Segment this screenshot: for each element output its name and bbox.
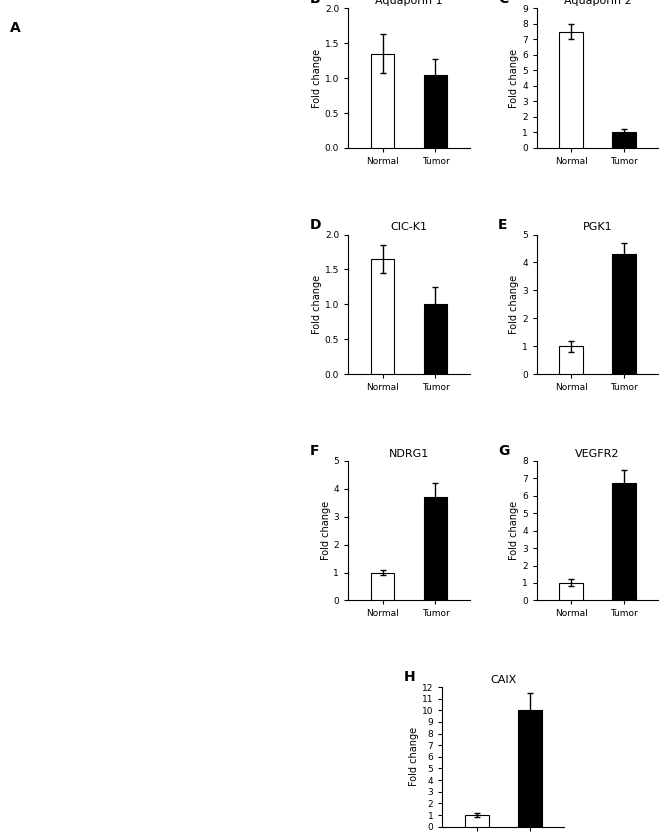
Y-axis label: Fold change: Fold change [312,275,322,334]
Bar [612,483,636,600]
Text: A: A [10,21,21,34]
Y-axis label: Fold change: Fold change [312,48,322,108]
Bar [559,32,583,148]
Text: H: H [404,671,415,684]
Bar [424,497,448,600]
Bar [559,347,583,374]
Text: F: F [309,444,319,458]
Text: C: C [498,0,508,6]
Bar [424,74,448,148]
Y-axis label: Fold change: Fold change [509,48,519,108]
Text: G: G [498,444,509,458]
Bar [559,583,583,600]
Title: VEGFR2: VEGFR2 [575,448,620,458]
Title: PGK1: PGK1 [583,222,612,232]
Title: NDRG1: NDRG1 [389,448,429,458]
Title: CIC-K1: CIC-K1 [390,222,428,232]
Bar [370,259,394,374]
Title: Aquaporin 1: Aquaporin 1 [375,0,443,6]
Bar [424,305,448,374]
Bar [370,573,394,600]
Text: B: B [309,0,320,6]
Bar [612,254,636,374]
Y-axis label: Fold change: Fold change [409,727,419,787]
Bar [518,711,541,827]
Y-axis label: Fold change: Fold change [509,275,519,334]
Bar [465,815,489,827]
Y-axis label: Fold change: Fold change [509,501,519,560]
Y-axis label: Fold change: Fold change [321,501,331,560]
Bar [370,53,394,148]
Title: CAIX: CAIX [490,675,517,685]
Title: Aquaporin 2: Aquaporin 2 [564,0,631,6]
Text: E: E [498,218,507,232]
Bar [612,133,636,148]
Text: D: D [309,218,321,232]
